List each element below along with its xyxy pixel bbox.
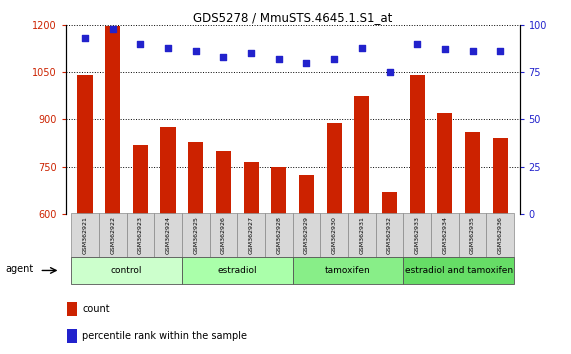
Text: GSM362925: GSM362925 xyxy=(193,216,198,254)
Text: GSM362934: GSM362934 xyxy=(443,216,447,254)
Point xyxy=(108,26,117,32)
Point xyxy=(274,56,283,62)
Text: GSM362922: GSM362922 xyxy=(110,216,115,254)
Text: GSM362927: GSM362927 xyxy=(248,216,254,254)
Title: GDS5278 / MmuSTS.4645.1.S1_at: GDS5278 / MmuSTS.4645.1.S1_at xyxy=(193,11,392,24)
Bar xyxy=(409,75,425,354)
Bar xyxy=(188,142,203,354)
Point xyxy=(136,41,145,46)
Point xyxy=(247,50,256,56)
Point xyxy=(302,60,311,65)
Point xyxy=(357,45,367,50)
Bar xyxy=(327,122,342,354)
FancyBboxPatch shape xyxy=(403,257,514,284)
Bar xyxy=(437,113,452,354)
Point xyxy=(496,48,505,54)
FancyBboxPatch shape xyxy=(459,213,486,257)
Bar xyxy=(243,162,259,354)
Point xyxy=(191,48,200,54)
Text: GSM362932: GSM362932 xyxy=(387,216,392,254)
Text: GSM362923: GSM362923 xyxy=(138,216,143,254)
Text: GSM362926: GSM362926 xyxy=(221,216,226,254)
FancyBboxPatch shape xyxy=(99,213,127,257)
FancyBboxPatch shape xyxy=(238,213,265,257)
Bar xyxy=(493,138,508,354)
Text: GSM362935: GSM362935 xyxy=(470,216,475,254)
FancyBboxPatch shape xyxy=(431,213,459,257)
Bar xyxy=(216,151,231,354)
Text: GSM362930: GSM362930 xyxy=(332,216,337,254)
Text: agent: agent xyxy=(5,264,34,274)
Bar xyxy=(133,145,148,354)
FancyBboxPatch shape xyxy=(403,213,431,257)
Text: percentile rank within the sample: percentile rank within the sample xyxy=(82,331,247,341)
FancyBboxPatch shape xyxy=(71,213,99,257)
Point xyxy=(219,54,228,60)
Bar xyxy=(382,192,397,354)
FancyBboxPatch shape xyxy=(265,213,293,257)
Point xyxy=(163,45,172,50)
Text: GSM362929: GSM362929 xyxy=(304,216,309,254)
Bar xyxy=(354,96,369,354)
Text: GSM362928: GSM362928 xyxy=(276,216,282,254)
FancyBboxPatch shape xyxy=(210,213,238,257)
Point xyxy=(385,69,394,75)
Bar xyxy=(160,127,176,354)
FancyBboxPatch shape xyxy=(154,213,182,257)
Text: estradiol: estradiol xyxy=(218,266,257,275)
Bar xyxy=(299,175,314,354)
Bar xyxy=(67,302,78,316)
FancyBboxPatch shape xyxy=(127,213,154,257)
FancyBboxPatch shape xyxy=(182,257,293,284)
Text: GSM362931: GSM362931 xyxy=(359,216,364,254)
Bar xyxy=(271,167,287,354)
Text: GSM362921: GSM362921 xyxy=(83,216,87,254)
FancyBboxPatch shape xyxy=(486,213,514,257)
Text: tamoxifen: tamoxifen xyxy=(325,266,371,275)
FancyBboxPatch shape xyxy=(182,213,210,257)
FancyBboxPatch shape xyxy=(376,213,403,257)
FancyBboxPatch shape xyxy=(293,213,320,257)
Text: GSM362924: GSM362924 xyxy=(166,216,171,254)
Bar xyxy=(465,132,480,354)
FancyBboxPatch shape xyxy=(71,257,182,284)
FancyBboxPatch shape xyxy=(348,213,376,257)
FancyBboxPatch shape xyxy=(293,257,403,284)
Point xyxy=(440,47,449,52)
Point xyxy=(329,56,339,62)
Text: control: control xyxy=(111,266,142,275)
Text: estradiol and tamoxifen: estradiol and tamoxifen xyxy=(405,266,513,275)
FancyBboxPatch shape xyxy=(320,213,348,257)
Bar xyxy=(78,75,93,354)
Bar xyxy=(67,329,78,343)
Bar xyxy=(105,26,120,354)
Text: GSM362933: GSM362933 xyxy=(415,216,420,254)
Point xyxy=(81,35,90,41)
Text: count: count xyxy=(82,304,110,314)
Text: GSM362936: GSM362936 xyxy=(498,216,502,254)
Point xyxy=(468,48,477,54)
Point xyxy=(413,41,422,46)
